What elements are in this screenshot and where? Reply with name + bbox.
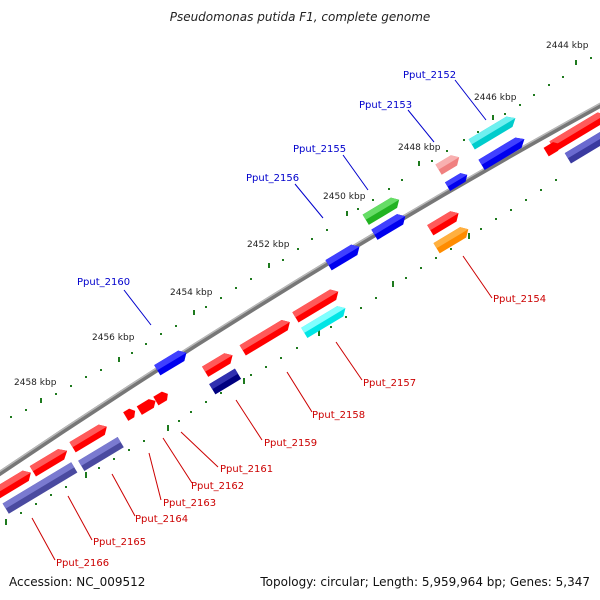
map-title: Pseudomonas putida F1, complete genome — [169, 10, 431, 24]
gene-label-pput-2158: Pput_2158 — [312, 410, 365, 421]
outer-tick-track — [10, 57, 592, 418]
gene-arrow-blue — [478, 137, 525, 171]
gene-label-pput-2160: Pput_2160 — [77, 277, 130, 288]
gene-arrow-red — [69, 424, 107, 453]
gene-label-pput-2165: Pput_2165 — [93, 537, 146, 548]
gene-label-pput-2163: Pput_2163 — [163, 498, 216, 509]
gene-label-pput-2161: Pput_2161 — [220, 464, 273, 475]
inner-tick-track — [5, 179, 557, 525]
gene-arrow-pput-2158 — [239, 320, 290, 356]
gene-arrow-red — [427, 211, 459, 236]
kbp-labels: 2444 kbp 2446 kbp 2448 kbp 2450 kbp 2452… — [14, 41, 589, 388]
gene-arrow-pput-2157 — [301, 306, 346, 338]
kbp-label: 2444 kbp — [546, 41, 589, 51]
gene-label-pput-2154: Pput_2154 — [493, 294, 546, 305]
gene-label-pput-2155: Pput_2155 — [293, 144, 346, 155]
bottom-label-connectors — [31, 255, 493, 561]
outer-genes — [154, 112, 600, 376]
major-tick — [418, 161, 420, 166]
gene-arrow-red — [202, 353, 233, 377]
gene-arrow-red — [549, 112, 600, 152]
kbp-label: 2456 kbp — [92, 333, 135, 343]
kbp-label: 2458 kbp — [14, 378, 57, 388]
bottom-gene-labels: Pput_2154 Pput_2157 Pput_2158 Pput_2159 … — [56, 294, 546, 569]
gene-arrow-pput-2154 — [433, 227, 469, 254]
gene-arrow-pput-2166 — [0, 470, 31, 502]
genome-backbone — [0, 102, 600, 477]
major-tick — [40, 398, 42, 403]
gene-arrow-pput-2159 — [209, 368, 242, 395]
gene-arrow-blue-small — [444, 173, 468, 191]
kbp-label: 2450 kbp — [323, 192, 366, 202]
gene-label-pput-2159: Pput_2159 — [264, 438, 317, 449]
topology-text: Topology: circular; Length: 5,959,964 bp… — [260, 575, 590, 589]
inner-genes — [0, 211, 469, 514]
gene-arrow-pput-2156 — [325, 244, 360, 271]
gene-label-pput-2153: Pput_2153 — [359, 100, 412, 111]
gene-arrow-pput-2164 — [78, 437, 124, 471]
accession-text: Accession: NC_009512 — [9, 575, 146, 589]
kbp-label: 2454 kbp — [170, 288, 213, 298]
major-tick — [268, 263, 270, 268]
gene-label-pput-2152: Pput_2152 — [403, 70, 456, 81]
gene-arrow-pput-2153 — [435, 155, 460, 175]
top-gene-labels: Pput_2152 Pput_2153 Pput_2155 Pput_2156 … — [77, 70, 456, 288]
major-tick — [193, 310, 195, 315]
gene-arrow-red — [292, 289, 339, 323]
gene-label-pput-2162: Pput_2162 — [191, 481, 244, 492]
kbp-label: 2448 kbp — [398, 143, 441, 153]
top-label-connectors — [123, 79, 487, 326]
major-tick — [575, 60, 577, 65]
gene-label-pput-2157: Pput_2157 — [363, 378, 416, 389]
gene-label-pput-2166: Pput_2166 — [56, 558, 109, 569]
kbp-label: 2446 kbp — [474, 93, 517, 103]
gene-label-pput-2164: Pput_2164 — [135, 514, 188, 525]
major-tick — [346, 211, 348, 216]
gene-arrow-blue — [371, 214, 406, 240]
gene-arrow-pput-2165 — [2, 462, 78, 514]
gene-arrow-pput-2161 — [153, 391, 168, 406]
gene-arrow-red-small — [543, 142, 560, 157]
gene-arrow-pput-2155 — [362, 197, 400, 225]
gene-arrow-pput-2160 — [154, 350, 187, 376]
gene-arrow-pput-2163 — [123, 408, 136, 421]
gene-arrow-pput-2162 — [136, 399, 156, 415]
gene-label-pput-2156: Pput_2156 — [246, 173, 299, 184]
major-tick — [118, 357, 120, 362]
kbp-label: 2452 kbp — [247, 240, 290, 250]
gene-arrow-red — [29, 449, 68, 477]
major-tick — [492, 115, 494, 120]
gene-arrow-navy — [564, 129, 600, 164]
gene-arrow-pput-2152 — [468, 116, 516, 150]
